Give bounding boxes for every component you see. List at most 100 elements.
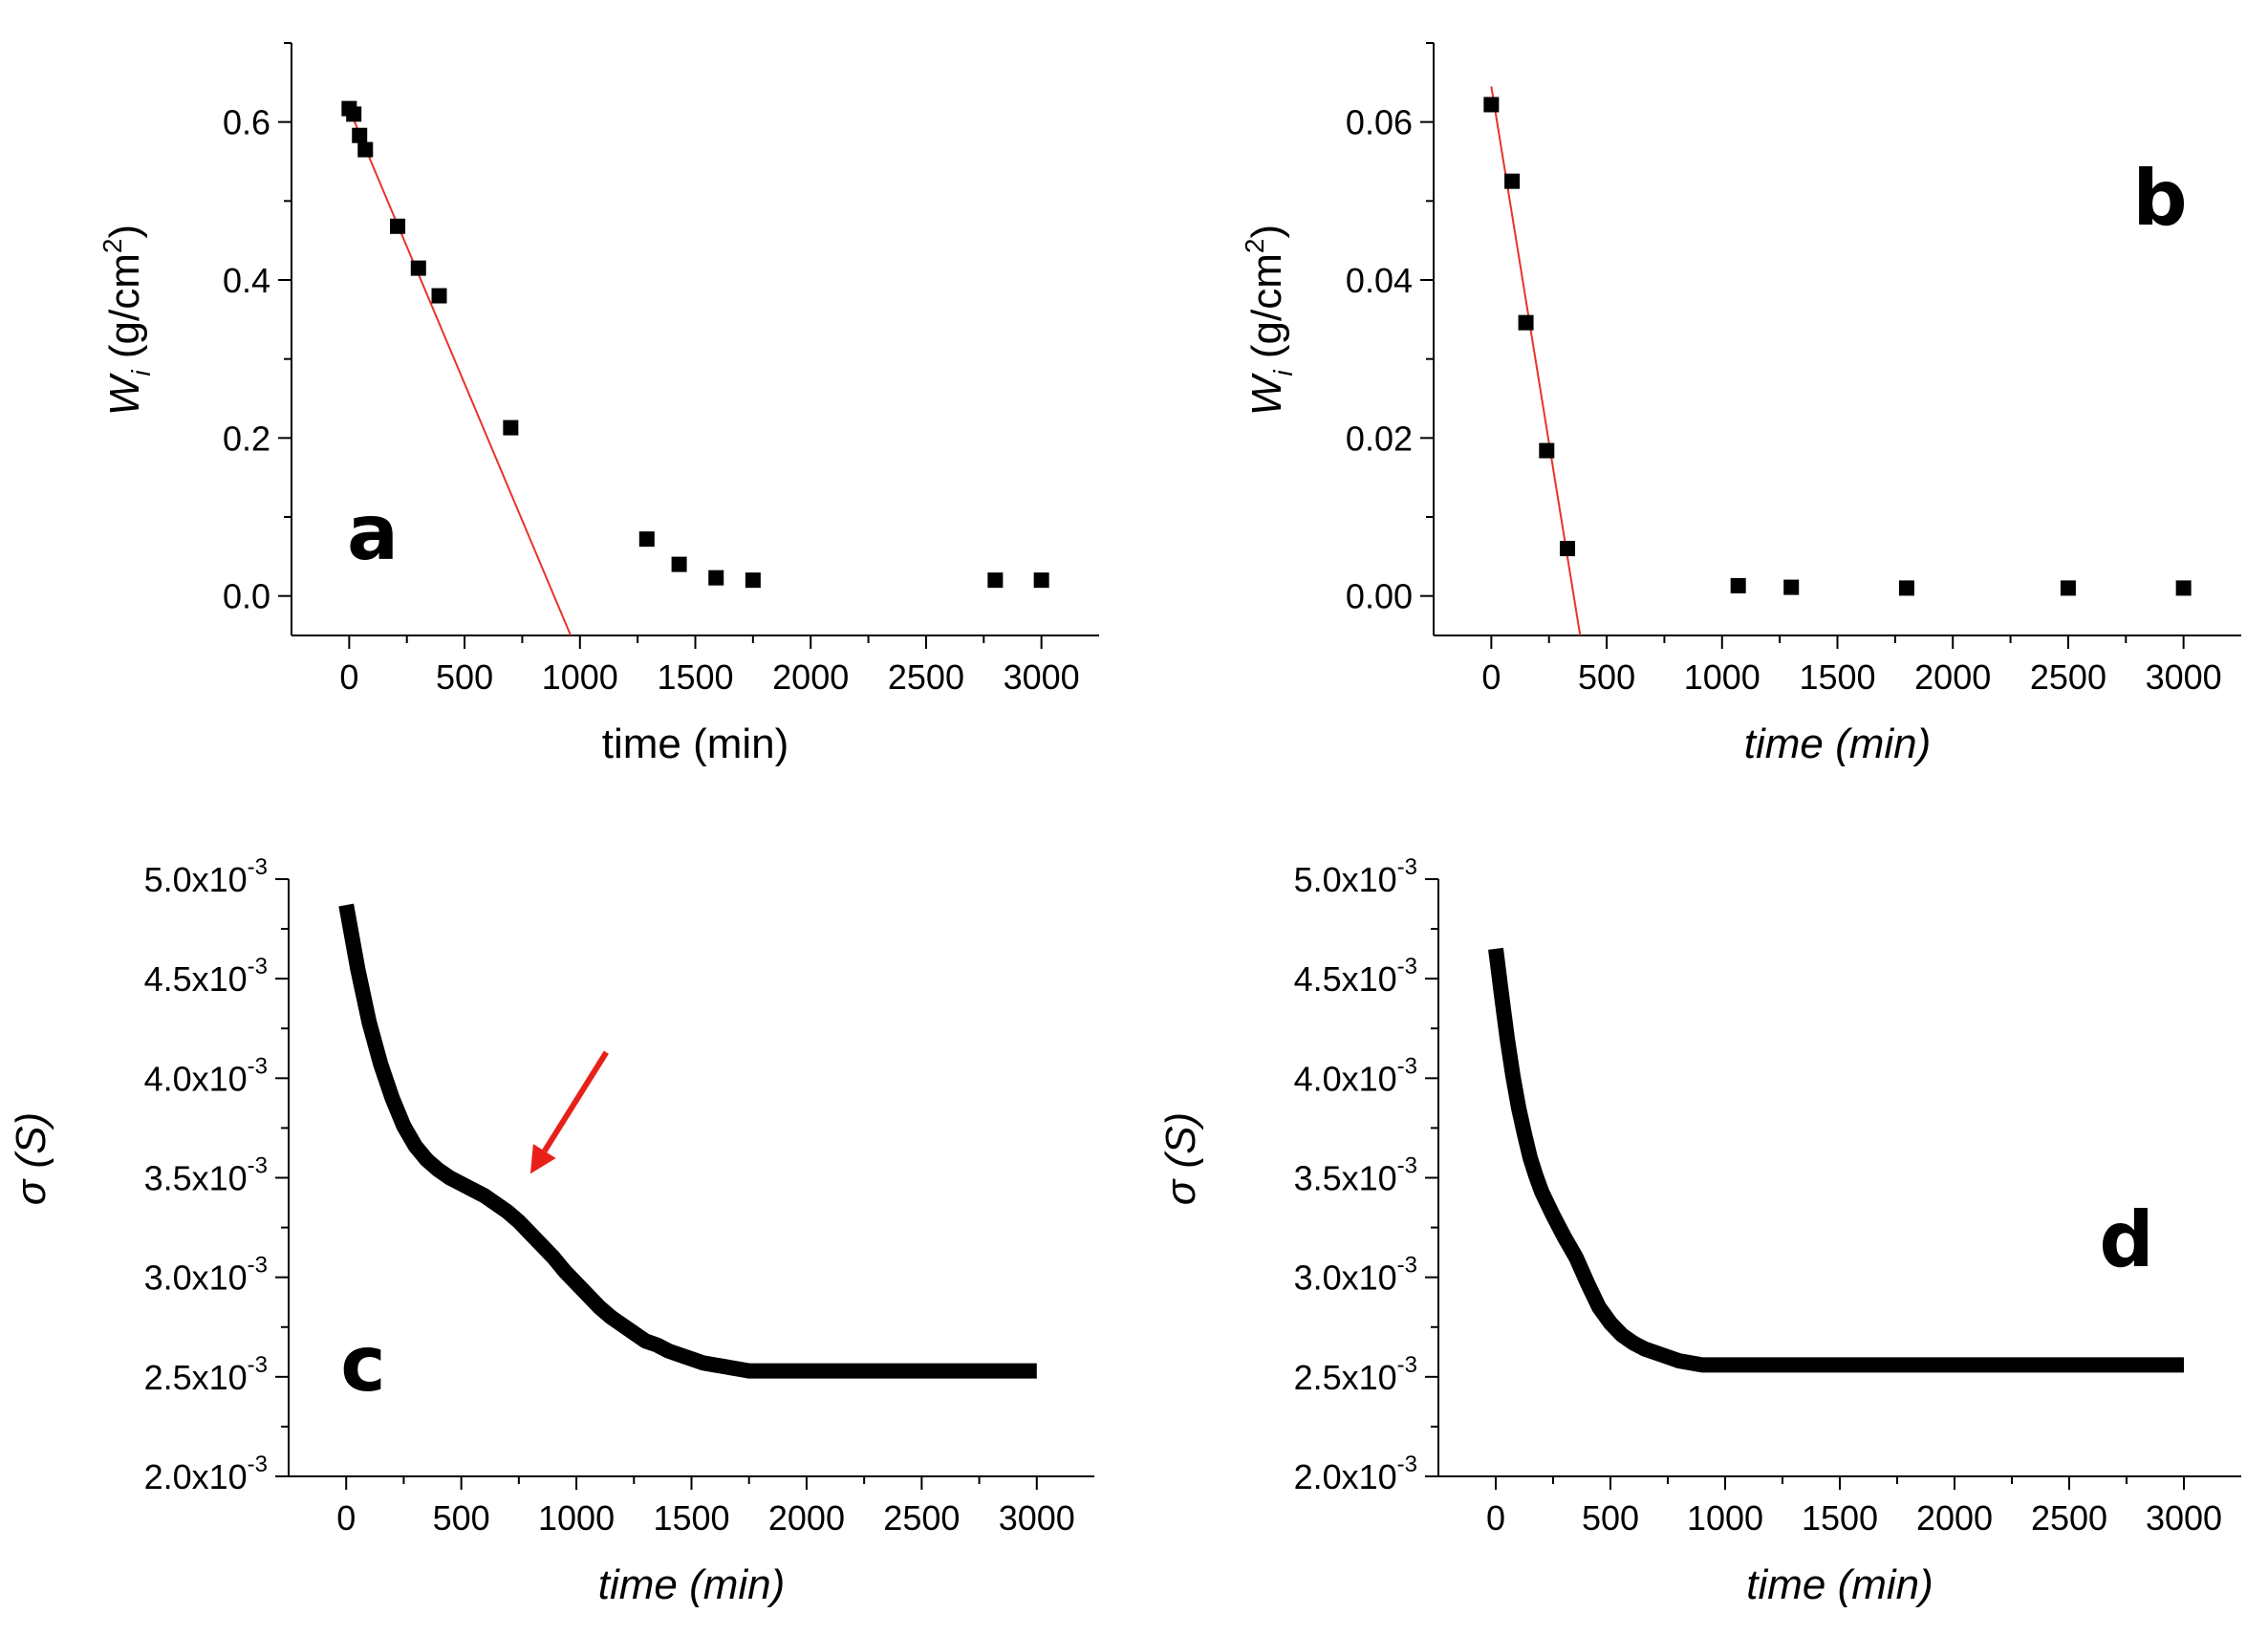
y-tick-label: 0.00 (1346, 577, 1413, 616)
data-point (390, 218, 406, 234)
y-tick-exponent: -3 (1397, 1452, 1417, 1477)
data-point (987, 572, 1004, 589)
panel-b: 0 500 1000 1500 2000 2500 3000 0.00 0.02 0.04 0.06… (1240, 42, 2241, 767)
conductivity-curve (1488, 947, 2184, 1373)
y-tick-label: 0.6 (223, 103, 270, 142)
x-tick-label: 0 (339, 657, 358, 697)
x-tick-label: 2500 (888, 657, 964, 697)
x-tick-label: 500 (433, 1498, 490, 1538)
data-point (1483, 97, 1500, 113)
x-tick-label: 1500 (653, 1498, 729, 1538)
y-tick-label: 4.5x10-3 (1294, 954, 1417, 999)
y-tick-label: 4.0x10-3 (1294, 1053, 1417, 1098)
data-point (1518, 314, 1534, 331)
data-point (638, 531, 655, 548)
data-point (346, 106, 362, 122)
y-axis-label: Wi (g/cm2) (1240, 225, 1298, 416)
y-tick-exponent: -3 (1397, 1053, 1417, 1079)
y-axis-label: σ (S) (1157, 1112, 1204, 1205)
data-point (2060, 580, 2076, 596)
y-label-symbol: W (1243, 373, 1290, 416)
x-axis-label: time (min) (1744, 721, 1932, 767)
panel-label: d (2099, 1195, 2153, 1284)
x-tick-label: 2000 (1914, 657, 1991, 697)
y-tick-label: 4.5x10-3 (144, 954, 268, 999)
x-tick-label: 1500 (1802, 1498, 1878, 1538)
x-tick-label: 500 (1582, 1498, 1639, 1538)
data-point (431, 288, 447, 304)
y-tick-label: 3.0x10-3 (1294, 1253, 1417, 1298)
y-axis-label: Wi (g/cm2) (97, 225, 156, 416)
y-tick-mantissa: 2.5x10 (1294, 1358, 1397, 1397)
y-tick-mantissa: 3.0x10 (1294, 1259, 1397, 1298)
y-tick-mantissa: 3.0x10 (144, 1259, 248, 1298)
y-tick-exponent: -3 (1397, 954, 1417, 979)
y-tick-mantissa: 4.0x10 (1294, 1059, 1397, 1098)
y-tick-label: 0.04 (1346, 261, 1413, 300)
y-tick-mantissa: 4.0x10 (144, 1059, 248, 1098)
data-point (708, 570, 724, 586)
y-tick-label: 2.5x10-3 (144, 1352, 268, 1397)
y-tick-mantissa: 2.0x10 (1294, 1457, 1397, 1496)
x-tick-label: 1000 (538, 1498, 615, 1538)
y-label-subscript: i (126, 370, 156, 376)
y-tick-exponent: -3 (1397, 1352, 1417, 1378)
x-tick-label: 0 (336, 1498, 356, 1538)
y-tick-exponent: -3 (248, 1153, 268, 1179)
y-tick-exponent: -3 (248, 1253, 268, 1279)
data-point (503, 420, 519, 436)
data-point (671, 556, 687, 572)
x-tick-label: 1500 (1799, 657, 1875, 697)
x-axis-label: time (min) (602, 721, 789, 767)
conductivity-curve (338, 903, 1037, 1379)
x-tick-label: 3000 (2146, 1498, 2222, 1538)
data-point (1033, 572, 1049, 589)
y-tick-label: 2.0x10-3 (1294, 1452, 1417, 1496)
data-point (410, 260, 426, 276)
data-point (352, 127, 368, 143)
panel-a: 0 500 1000 1500 2000 2500 3000 0.0 0.2 0.4 0.6 time… (97, 42, 1099, 767)
y-label-close: ) (1243, 225, 1290, 239)
x-axis-label: time (min) (598, 1561, 786, 1608)
y-tick-exponent: -3 (248, 1452, 268, 1477)
y-tick-exponent: -3 (248, 1053, 268, 1079)
x-tick-label: 2500 (883, 1498, 960, 1538)
x-tick-label: 3000 (999, 1498, 1075, 1538)
y-label-symbol: W (101, 373, 148, 416)
y-tick-label: 3.0x10-3 (144, 1253, 268, 1298)
y-tick-label: 3.5x10-3 (144, 1153, 268, 1198)
y-tick-label: 2.0x10-3 (144, 1452, 268, 1496)
panel-c: 0 500 1000 1500 2000 2500 30002.0x10-32.5x10-3… (8, 854, 1094, 1608)
y-tick-exponent: -3 (1397, 854, 1417, 880)
y-tick-label: 0.4 (223, 261, 270, 300)
annotation-arrow-shaft (542, 1050, 609, 1153)
y-label-close: ) (101, 225, 148, 239)
y-axis-label: σ (S) (8, 1112, 54, 1205)
data-point (1539, 442, 1555, 459)
data-point (357, 141, 374, 158)
x-tick-label: 500 (436, 657, 493, 697)
y-tick-exponent: -3 (248, 954, 268, 979)
y-tick-label: 5.0x10-3 (1294, 854, 1417, 899)
y-label-superscript: 2 (1240, 239, 1269, 254)
x-tick-label: 2500 (2031, 1498, 2107, 1538)
y-tick-label: 3.5x10-3 (1294, 1153, 1417, 1198)
panel-label: b (2132, 154, 2187, 243)
y-tick-mantissa: 5.0x10 (144, 860, 248, 899)
x-tick-label: 2000 (772, 657, 849, 697)
y-label-unit: (g/cm (1243, 253, 1290, 370)
y-tick-label: 4.0x10-3 (144, 1053, 268, 1098)
y-tick-mantissa: 2.0x10 (144, 1457, 248, 1496)
data-point (1560, 541, 1576, 557)
y-tick-mantissa: 4.5x10 (1294, 959, 1397, 999)
panel-label: a (347, 488, 399, 577)
x-tick-label: 1000 (1687, 1498, 1763, 1538)
data-point (745, 572, 761, 589)
y-tick-label: 2.5x10-3 (1294, 1352, 1417, 1397)
y-label-unit: (g/cm (101, 253, 148, 370)
data-point (1898, 580, 1914, 596)
y-tick-label: 5.0x10-3 (144, 854, 268, 899)
x-tick-label: 2000 (768, 1498, 845, 1538)
x-tick-label: 1000 (542, 657, 618, 697)
